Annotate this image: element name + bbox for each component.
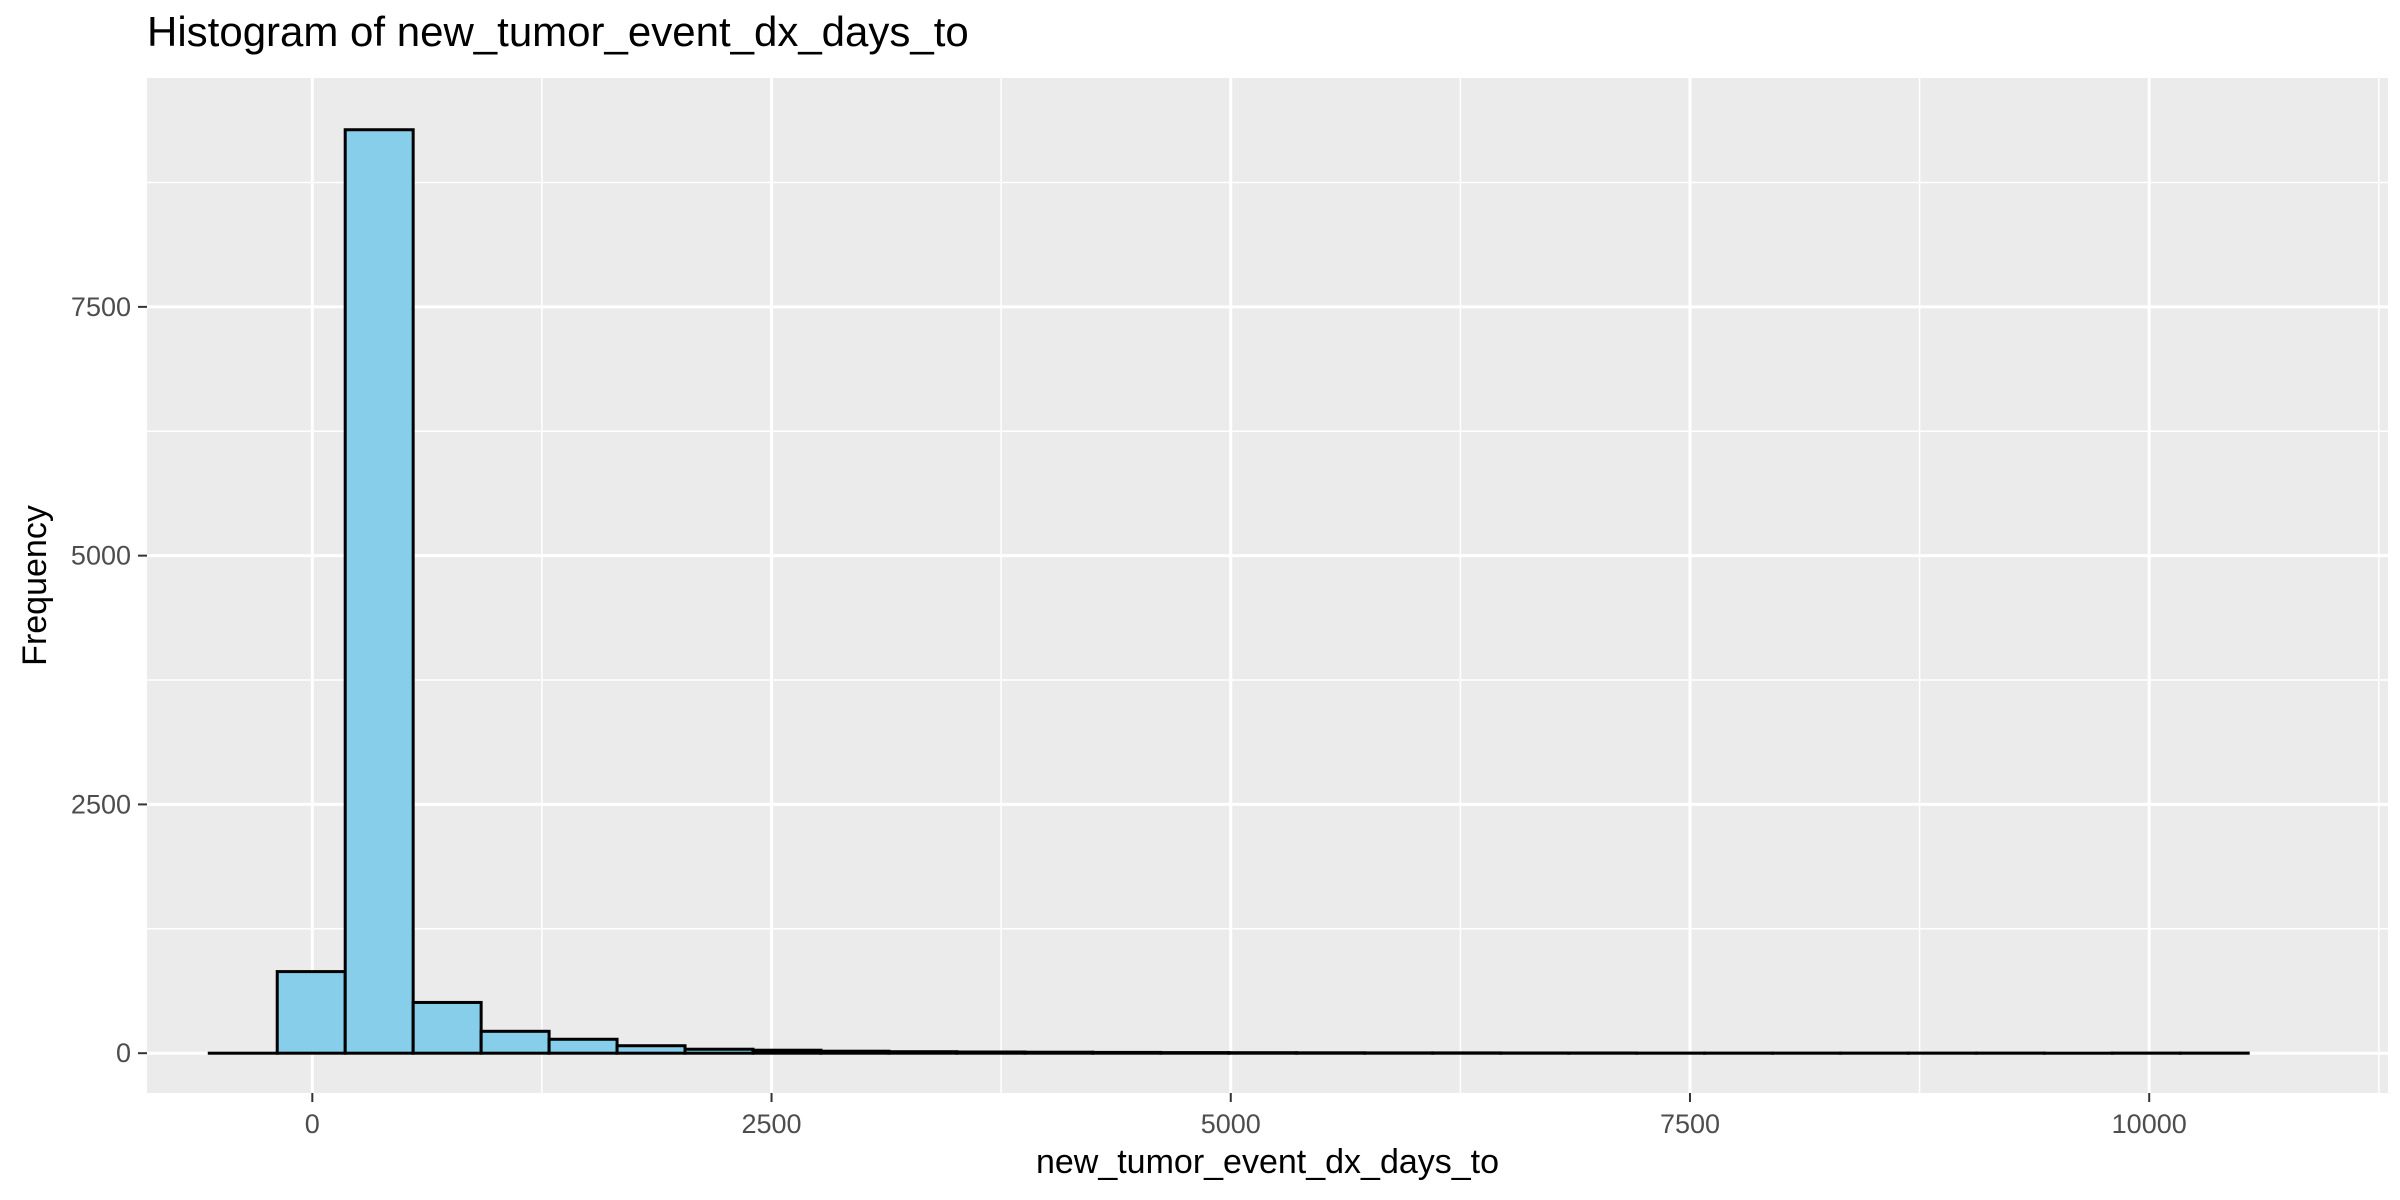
histogram-bar <box>615 1044 687 1055</box>
x-tick-label: 0 <box>305 1109 320 1139</box>
histogram-bars <box>207 128 2250 1055</box>
histogram-bar <box>275 970 347 1055</box>
histogram-bar <box>547 1037 619 1055</box>
histogram-bar <box>955 1050 1027 1055</box>
x-axis-title: new_tumor_event_dx_days_to <box>1036 1143 1499 1181</box>
histogram-bar <box>479 1029 551 1055</box>
histogram-bar <box>751 1048 823 1055</box>
x-tick-label: 10000 <box>2112 1109 2187 1139</box>
x-tick-label: 2500 <box>742 1109 802 1139</box>
histogram-bar <box>887 1050 959 1055</box>
chart-title: Histogram of new_tumor_event_dx_days_to <box>147 8 969 55</box>
y-axis-ticks: 0 2500 5000 7500 <box>71 292 147 1068</box>
y-tick-label: 0 <box>116 1038 131 1068</box>
y-tick-label: 7500 <box>71 292 131 322</box>
histogram-bar <box>343 128 415 1055</box>
y-tick-label: 2500 <box>71 789 131 819</box>
histogram-bar <box>819 1049 891 1055</box>
x-axis-ticks: 0 2500 5000 7500 10000 <box>305 1093 2187 1139</box>
y-axis-title: Frequency <box>16 505 54 666</box>
plot-panel <box>147 78 2388 1093</box>
x-tick-label: 7500 <box>1660 1109 1720 1139</box>
histogram-bar <box>1159 1051 1231 1055</box>
histogram-bar <box>683 1047 755 1055</box>
minor-gridlines <box>147 78 2388 1093</box>
histogram-bar <box>1091 1050 1163 1055</box>
histogram-bar <box>411 1000 483 1055</box>
x-tick-label: 5000 <box>1201 1109 1261 1139</box>
histogram-bar <box>1023 1050 1095 1055</box>
y-tick-label: 5000 <box>71 541 131 571</box>
